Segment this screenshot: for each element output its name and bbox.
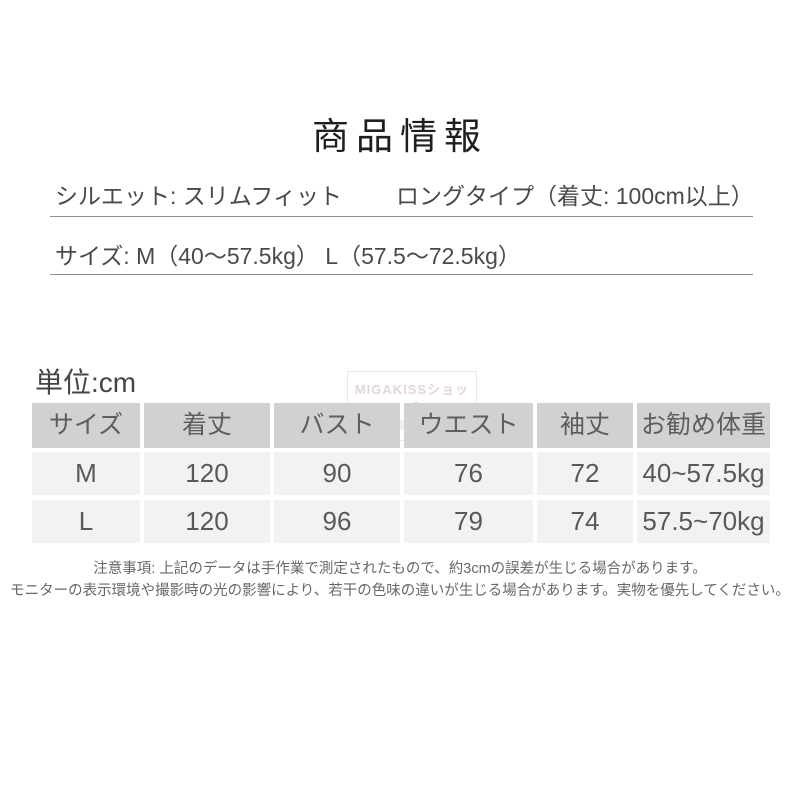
header-cell-weight: お勧め体重 xyxy=(637,403,770,448)
cell-l-sleeve: 74 xyxy=(537,500,633,543)
cell-l-length: 120 xyxy=(144,500,270,543)
cell-l-weight: 57.5~70kg xyxy=(637,500,770,543)
header-cell-bust: バスト xyxy=(274,403,400,448)
note-line-2: モニターの表示環境や撮影時の光の影響により、若干の色味の違いが生じる場合がありま… xyxy=(10,583,790,599)
table-row-m: M 120 90 76 72 40~57.5kg xyxy=(32,452,770,495)
silhouette-text: シルエット: スリムフィット xyxy=(55,183,342,209)
header-cell-sleeve: 袖丈 xyxy=(537,403,633,448)
cell-m-size: M xyxy=(32,452,140,495)
size-row: サイズ: M（40～57.5kg） L（57.5～72.5kg） xyxy=(55,243,521,269)
long-type-text: ロングタイプ（着丈: 100cm以上） xyxy=(395,183,754,209)
header-cell-size: サイズ xyxy=(32,403,140,448)
cell-l-bust: 96 xyxy=(274,500,400,543)
size-table-header-row: サイズ 着丈 バスト ウエスト 袖丈 お勧め体重 xyxy=(32,403,770,448)
cell-l-waist: 79 xyxy=(404,500,533,543)
cell-m-sleeve: 72 xyxy=(537,452,633,495)
cell-l-size: L xyxy=(32,500,140,543)
unit-label: 単位:cm xyxy=(35,367,137,398)
cell-m-waist: 76 xyxy=(404,452,533,495)
notes-block: 注意事項: 上記のデータは手作業で測定されたもので、約3cmの誤差が生じる場合が… xyxy=(0,558,800,602)
divider-line-1 xyxy=(50,216,753,217)
header-cell-length: 着丈 xyxy=(144,403,270,448)
table-row-l: L 120 96 79 74 57.5~70kg xyxy=(32,500,770,543)
size-table: サイズ 着丈 バスト ウエスト 袖丈 お勧め体重 M 120 90 76 72 … xyxy=(32,403,770,543)
note-line-1: 注意事項: 上記のデータは手作業で測定されたもので、約3cmの誤差が生じる場合が… xyxy=(93,561,707,577)
cell-m-bust: 90 xyxy=(274,452,400,495)
silhouette-row: シルエット: スリムフィット ロングタイプ（着丈: 100cm以上） xyxy=(55,177,754,211)
cell-m-length: 120 xyxy=(144,452,270,495)
divider-line-2 xyxy=(50,274,753,275)
header-cell-waist: ウエスト xyxy=(404,403,533,448)
cell-m-weight: 40~57.5kg xyxy=(637,452,770,495)
page-title: 商品情報 xyxy=(312,115,488,158)
